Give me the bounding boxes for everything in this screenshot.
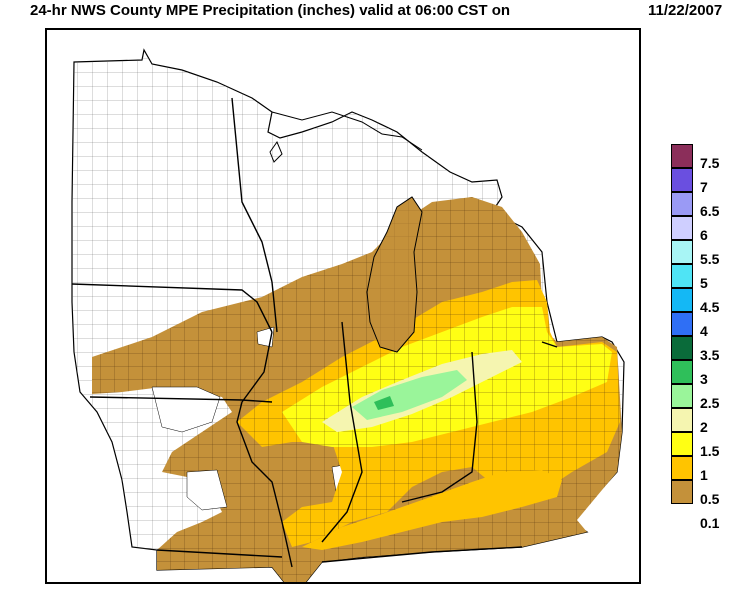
lake-superior [269,111,423,163]
legend-label: 1 [700,467,708,483]
legend-label: 2.5 [700,395,720,411]
legend-label: 4 [700,323,708,339]
legend-swatch [671,312,693,336]
legend-swatch [671,240,693,264]
legend-label: 4.5 [700,299,720,315]
map-title: 24-hr NWS County MPE Precipitation (inch… [30,2,511,19]
legend-swatch [671,432,693,456]
lake-michigan [366,196,423,353]
legend-label: 5 [700,275,708,291]
legend-swatch [671,384,693,408]
legend-swatch [671,288,693,312]
precipitation-map [45,28,641,584]
state-boundaries [71,97,558,568]
legend-swatch [671,168,693,192]
legend-label: 3 [700,371,708,387]
map-svg [71,48,625,582]
legend-swatch [671,480,693,504]
legend-label: 7.5 [700,155,720,171]
legend-label: 5.5 [700,251,720,267]
legend-swatch [671,216,693,240]
legend-label: 7 [700,179,708,195]
legend-label: 0.5 [700,491,720,507]
legend-swatch [671,192,693,216]
legend-label: 1.5 [700,443,720,459]
legend-swatch [671,360,693,384]
legend-label-bottom: 0.1 [700,515,720,531]
precip-band-2-5 [374,396,394,410]
legend-label: 3.5 [700,347,720,363]
legend-label: 6 [700,227,708,243]
legend-swatch [671,336,693,360]
legend-swatch [671,144,693,168]
legend: 7.5 7 6.5 6 5.5 5 4.5 4 3.5 3 2.5 2 1.5 1 0.5 0.1 [671,144,741,534]
legend-label: 6.5 [700,203,720,219]
legend-swatch [671,408,693,432]
legend-swatch [671,456,693,480]
legend-swatch [671,264,693,288]
legend-label: 2 [700,419,708,435]
valid-date: 11/22/2007 [648,2,723,19]
